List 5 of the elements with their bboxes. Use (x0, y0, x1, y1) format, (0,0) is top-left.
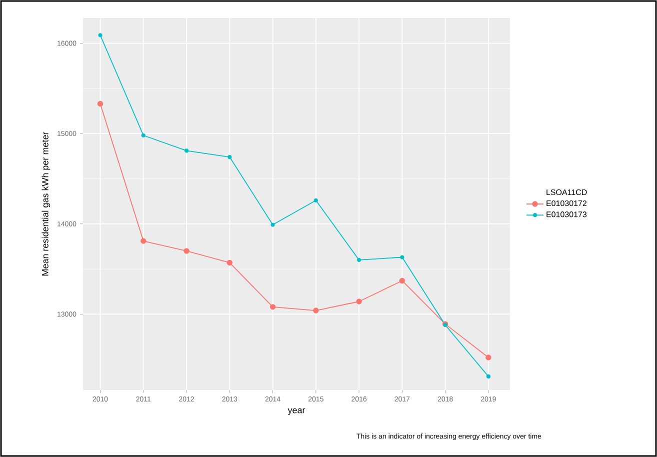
x-axis-title: year (288, 408, 306, 416)
legend-title: LSOA11CD (546, 189, 587, 196)
legend-label: E01030173 (546, 212, 587, 218)
y-axis-title: Mean residential gas kWh per meter (42, 132, 50, 276)
legend-label: E01030172 (546, 200, 586, 206)
